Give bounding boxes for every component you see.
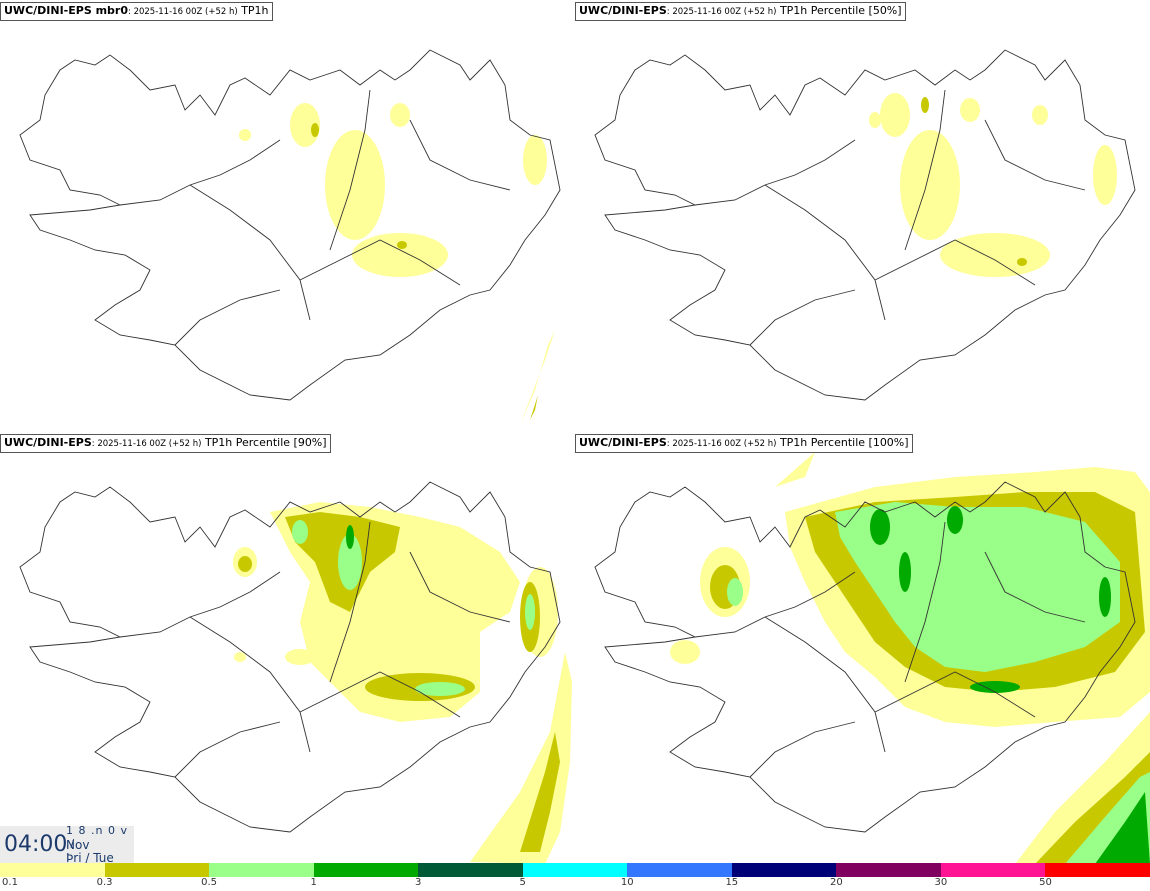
panel-title: UWC/DINI-EPS mbr0: 2025-11-16 00Z (+52 h… — [0, 2, 273, 21]
panel-source: UWC/DINI-EPS mbr0 — [4, 4, 128, 17]
legend-swatch — [418, 863, 523, 877]
precip-map — [19, 49, 561, 425]
panel-field: TP1h Percentile [90%] — [204, 436, 327, 449]
panel-field: TP1h — [241, 4, 269, 17]
legend-swatch — [940, 863, 1046, 877]
valid-time-month: Nov — [66, 838, 90, 852]
legend-swatch — [104, 863, 210, 877]
legend-label: 3 — [414, 877, 422, 888]
panel-source: UWC/DINI-EPS — [579, 436, 667, 449]
panel-title: UWC/DINI-EPS: 2025-11-16 00Z (+52 h) TP1… — [575, 2, 906, 21]
map-panel-mbr0: UWC/DINI-EPS mbr0: 2025-11-16 00Z (+52 h… — [0, 0, 575, 432]
precip-light-areas — [239, 103, 555, 425]
panel-title: UWC/DINI-EPS: 2025-11-16 00Z (+52 h) TP1… — [575, 434, 913, 453]
iceland-coastline — [19, 49, 561, 401]
panel-title: UWC/DINI-EPS: 2025-11-16 00Z (+52 h) TP1… — [0, 434, 331, 453]
panel-source: UWC/DINI-EPS — [579, 4, 667, 17]
iceland-coastline — [594, 481, 1136, 833]
legend-label: 0.1 — [2, 877, 18, 888]
legend-label: 15 — [725, 877, 739, 888]
legend-swatch — [209, 863, 314, 877]
legend-label: 30 — [934, 877, 948, 888]
map-panel-p90: UWC/DINI-EPS: 2025-11-16 00Z (+52 h) TP1… — [0, 432, 575, 864]
precip-legend-labels: 0.1 0.3 0.5 1 3 5 10 15 20 30 50 — [0, 877, 1150, 891]
map-panel-p100: UWC/DINI-EPS: 2025-11-16 00Z (+52 h) TP1… — [575, 432, 1150, 864]
legend-label: 1 — [310, 877, 317, 888]
legend-label: 20 — [829, 877, 843, 888]
legend-label: 50 — [1039, 877, 1052, 888]
precip-very-heavy-areas — [870, 506, 1150, 864]
map-panel-p50: UWC/DINI-EPS: 2025-11-16 00Z (+52 h) TP1… — [575, 0, 1150, 432]
panel-source: UWC/DINI-EPS — [4, 436, 92, 449]
precip-moderate-areas — [311, 123, 538, 420]
precip-color-legend — [0, 863, 1150, 877]
time-cutoff-text: 1 8 .n 0 v ./ — [66, 824, 128, 850]
valid-time-box: 1 8 .n 0 v ./ 04:00 Nov Þri / Tue — [0, 824, 134, 863]
legend-label: 0.5 — [201, 877, 218, 888]
legend-label: 10 — [620, 877, 634, 888]
legend-swatch — [1045, 863, 1150, 877]
panel-run-time: 2025-11-16 00Z (+52 h) — [133, 7, 238, 17]
panel-run-time: 2025-11-16 00Z (+52 h) — [97, 439, 202, 449]
precip-light-areas — [869, 93, 1117, 277]
panel-run-time: 2025-11-16 00Z (+52 h) — [672, 439, 777, 449]
precip-map — [594, 49, 1136, 401]
legend-swatch — [522, 863, 628, 877]
legend-swatch — [313, 863, 419, 877]
precip-map — [594, 452, 1150, 864]
iceland-coastline — [594, 49, 1136, 401]
legend-label: 0.3 — [96, 877, 113, 888]
precip-very-heavy-areas — [346, 525, 354, 549]
precip-moderate-areas — [921, 97, 1027, 266]
panel-run-time: 2025-11-16 00Z (+52 h) — [672, 7, 777, 17]
precip-map — [19, 481, 572, 864]
panel-field: TP1h Percentile [100%] — [779, 436, 909, 449]
valid-time-clock: 04:00 — [4, 832, 68, 857]
legend-swatch — [836, 863, 941, 877]
legend-swatch — [0, 863, 105, 877]
legend-swatch — [627, 863, 732, 877]
iceland-coastline — [19, 481, 561, 833]
legend-label: 5 — [519, 877, 526, 888]
precip-heavy-areas — [292, 520, 535, 696]
legend-swatch — [731, 863, 837, 877]
panel-field: TP1h Percentile [50%] — [779, 4, 902, 17]
valid-time-weekday: Þri / Tue — [66, 852, 114, 863]
